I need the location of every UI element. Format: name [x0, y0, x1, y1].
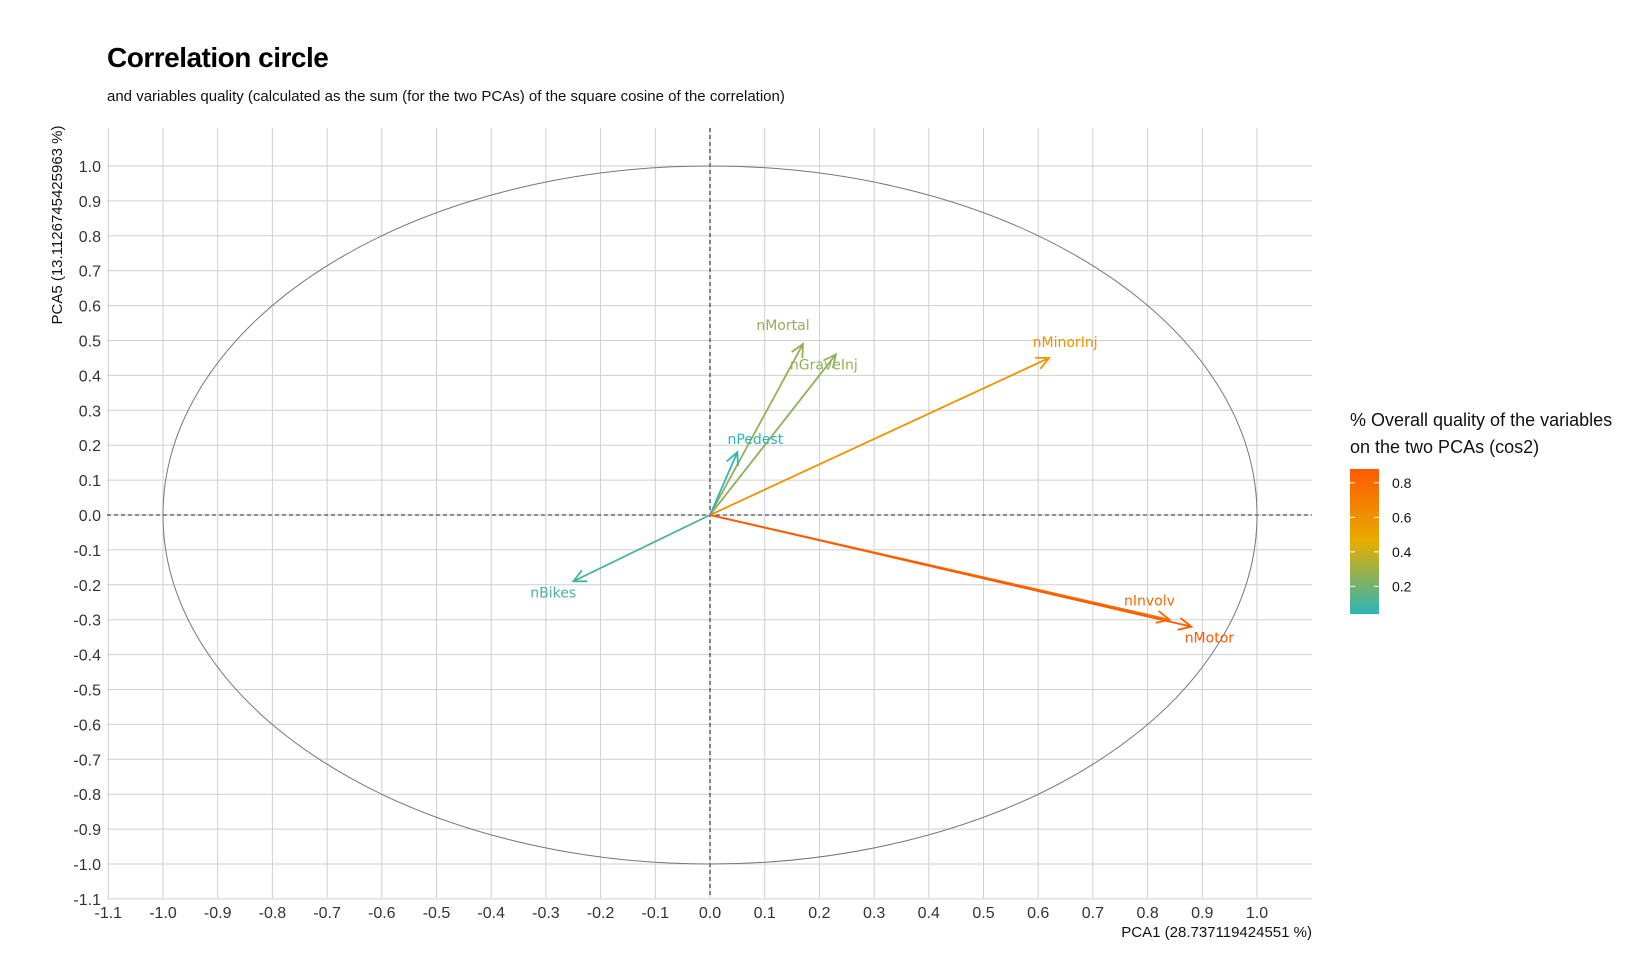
x-tick-label: -0.9	[204, 905, 232, 922]
y-tick-label: 0.5	[79, 334, 101, 351]
x-tick-label: 0.9	[1191, 905, 1213, 922]
y-tick-label: -1.0	[73, 857, 101, 874]
y-tick-label: 0.0	[79, 508, 101, 525]
x-tick-label: 0.3	[863, 905, 885, 922]
label-nPedest: nPedest	[727, 432, 783, 448]
reference-lines	[107, 128, 1312, 898]
label-nInvolv: nInvolv	[1124, 594, 1175, 610]
y-tick-label: -0.6	[73, 717, 101, 734]
arrowhead-nGraveInj	[822, 352, 838, 369]
legend-tick-label: 0.8	[1392, 475, 1412, 491]
arrow-nBikes	[572, 514, 711, 583]
y-tick-label: 0.7	[79, 264, 101, 281]
y-tick-label: 0.3	[79, 403, 101, 420]
arrowhead-nInvolv	[1155, 610, 1172, 624]
x-tick-label: -0.2	[587, 905, 615, 922]
legend: % Overall quality of the variables on th…	[1350, 410, 1612, 614]
y-tick-label: 0.2	[79, 438, 101, 455]
x-tick-label: 1.0	[1246, 905, 1268, 922]
x-tick-label: 0.7	[1082, 905, 1104, 922]
x-tick-label: -0.6	[368, 905, 396, 922]
y-tick-label: -1.1	[73, 892, 101, 909]
y-axis-label: PCA5 (13.1126745425963 %)	[49, 125, 66, 324]
legend-tick-label: 0.2	[1392, 578, 1412, 594]
x-tick-label: -0.1	[642, 905, 670, 922]
y-axis-ticks: -1.1 -1.0 -0.9 -0.8 -0.7 -0.6 -0.5 -0.4 -0.3 -0.2…	[73, 159, 101, 909]
legend-tick-label: 0.4	[1392, 544, 1412, 560]
variable-arrows	[571, 342, 1194, 631]
x-tick-label: -0.3	[532, 905, 560, 922]
legend-title-line1: % Overall quality of the variables	[1350, 410, 1612, 430]
x-tick-label: 0.5	[972, 905, 994, 922]
y-tick-label: -0.3	[73, 613, 101, 630]
arrowhead-nPedest	[726, 450, 739, 467]
y-tick-label: -0.9	[73, 822, 101, 839]
label-nBikes: nBikes	[530, 585, 576, 601]
x-tick-label: 0.8	[1136, 905, 1158, 922]
x-tick-label: -0.5	[423, 905, 451, 922]
x-axis-ticks: -1.1 -1.0 -0.9 -0.8 -0.7 -0.6 -0.5 -0.4 -0.3 -0.2…	[95, 905, 1269, 922]
y-tick-label: 0.9	[79, 194, 101, 211]
x-tick-label: 0.6	[1027, 905, 1049, 922]
x-tick-label: 0.1	[754, 905, 776, 922]
y-tick-label: -0.5	[73, 683, 101, 700]
arrowhead-nMortal	[791, 342, 804, 359]
label-nMinorInj: nMinorInj	[1033, 335, 1098, 351]
y-tick-label: 0.4	[79, 368, 101, 385]
legend-colorbar	[1350, 469, 1379, 614]
x-tick-label: -0.4	[477, 905, 505, 922]
x-tick-label: -1.0	[149, 905, 177, 922]
x-tick-label: 0.4	[918, 905, 940, 922]
y-tick-label: 0.8	[79, 229, 101, 246]
y-tick-label: -0.8	[73, 787, 101, 804]
legend-ticks: 0.2 0.4 0.6 0.8	[1350, 475, 1412, 594]
y-tick-label: 1.0	[79, 159, 101, 176]
arrowhead-nMinorInj	[1035, 356, 1052, 370]
variable-labels: nMortal nGraveInj nMinorInj nPedest nBikes nI…	[530, 318, 1234, 647]
y-tick-label: -0.4	[73, 648, 101, 665]
chart-subtitle: and variables quality (calculated as the…	[107, 88, 785, 105]
arrow-nGraveInj	[709, 353, 837, 516]
arrowhead-nMotor	[1177, 617, 1194, 631]
arrow-nMotor	[709, 514, 1192, 628]
x-tick-label: 0.2	[808, 905, 830, 922]
unit-circle	[162, 165, 1258, 865]
grid-lines	[107, 128, 1312, 900]
legend-tick-label: 0.6	[1392, 509, 1412, 525]
arrow-nPedest	[709, 451, 739, 516]
x-axis-label: PCA1 (28.737119424551 %)	[1121, 924, 1312, 941]
x-tick-label: 0.0	[699, 905, 721, 922]
y-tick-label: 0.6	[79, 299, 101, 316]
arrowhead-nBikes	[571, 569, 588, 583]
y-tick-label: -0.2	[73, 578, 101, 595]
x-tick-label: -0.7	[313, 905, 341, 922]
unit-circle-layer	[162, 165, 1258, 865]
arrow-nMinorInj	[709, 357, 1050, 516]
legend-title-line2: on the two PCAs (cos2)	[1350, 437, 1539, 457]
label-nMotor: nMotor	[1185, 631, 1235, 647]
x-tick-label: -0.8	[259, 905, 287, 922]
y-tick-label: -0.1	[73, 543, 101, 560]
label-nGraveInj: nGraveInj	[790, 357, 858, 373]
label-nMortal: nMortal	[756, 318, 809, 334]
y-tick-label: 0.1	[79, 473, 101, 490]
y-tick-label: -0.7	[73, 752, 101, 769]
arrow-nMortal	[709, 343, 804, 516]
chart-title: Correlation circle	[107, 42, 329, 73]
x-tick-label: -1.1	[95, 905, 123, 922]
